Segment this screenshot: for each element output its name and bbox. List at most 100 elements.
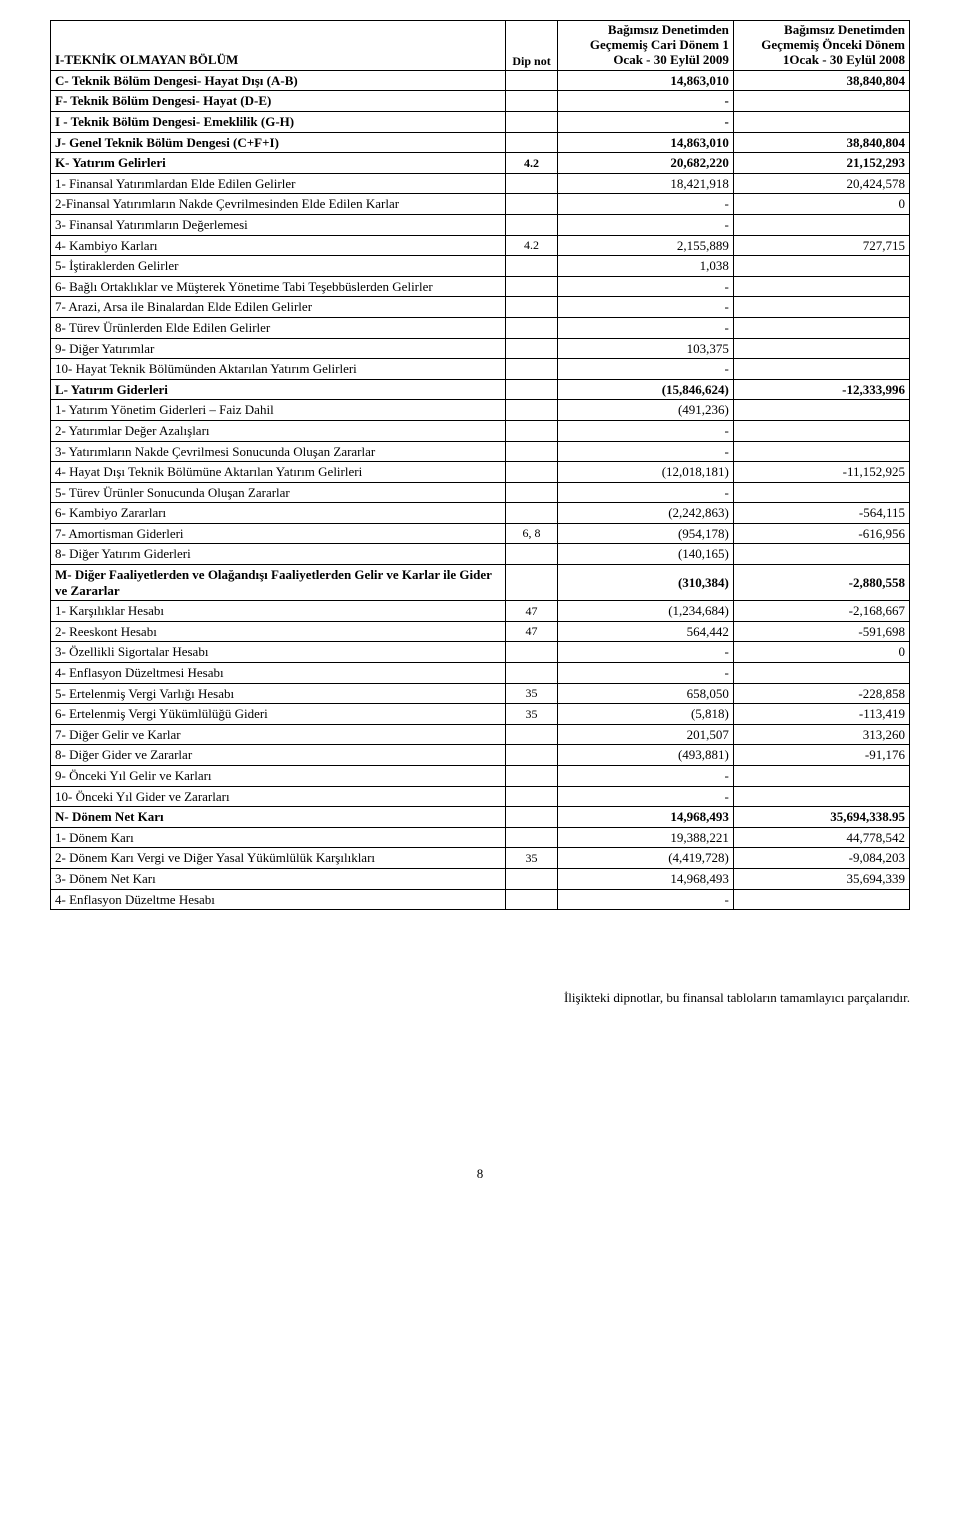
- row-prior: 727,715: [733, 235, 909, 256]
- row-prior: -564,115: [733, 503, 909, 524]
- row-current: -: [557, 297, 733, 318]
- row-prior: 313,260: [733, 724, 909, 745]
- row-label: 7- Diğer Gelir ve Karlar: [51, 724, 506, 745]
- row-label: 5- İştiraklerden Gelirler: [51, 256, 506, 277]
- row-label: M- Diğer Faaliyetlerden ve Olağandışı Fa…: [51, 565, 506, 601]
- table-row: 2-Finansal Yatırımların Nakde Çevrilmesi…: [51, 194, 910, 215]
- header-period-prior: Bağımsız Denetimden Geçmemiş Önceki Döne…: [733, 21, 909, 71]
- row-prior: [733, 441, 909, 462]
- row-current: (15,846,624): [557, 379, 733, 400]
- row-current: 14,863,010: [557, 132, 733, 153]
- table-row: 7- Amortisman Giderleri6, 8(954,178)-616…: [51, 523, 910, 544]
- table-row: 8- Türev Ürünlerden Elde Edilen Gelirler…: [51, 317, 910, 338]
- row-label: 9- Önceki Yıl Gelir ve Karları: [51, 766, 506, 787]
- row-label: N- Dönem Net Karı: [51, 807, 506, 828]
- row-current: (140,165): [557, 544, 733, 565]
- row-dipnot: [506, 745, 558, 766]
- row-dipnot: 6, 8: [506, 523, 558, 544]
- row-dipnot: [506, 338, 558, 359]
- row-current: 1,038: [557, 256, 733, 277]
- table-row: 8- Diğer Gider ve Zararlar(493,881)-91,1…: [51, 745, 910, 766]
- footnote-text: İlişikteki dipnotlar, bu finansal tablol…: [50, 990, 910, 1006]
- row-prior: -113,419: [733, 704, 909, 725]
- row-prior: 44,778,542: [733, 827, 909, 848]
- row-label: 3- Yatırımların Nakde Çevrilmesi Sonucun…: [51, 441, 506, 462]
- row-current: -: [557, 889, 733, 910]
- row-prior: -616,956: [733, 523, 909, 544]
- table-row: 4- Kambiyo Karları4.22,155,889727,715: [51, 235, 910, 256]
- row-label: 2- Reeskont Hesabı: [51, 621, 506, 642]
- row-prior: 35,694,339: [733, 868, 909, 889]
- row-label: J- Genel Teknik Bölüm Dengesi (C+F+I): [51, 132, 506, 153]
- row-dipnot: [506, 256, 558, 277]
- table-row: 4- Hayat Dışı Teknik Bölümüne Aktarılan …: [51, 462, 910, 483]
- row-current: -: [557, 317, 733, 338]
- table-row: 5- Türev Ürünler Sonucunda Oluşan Zararl…: [51, 482, 910, 503]
- row-current: 18,421,918: [557, 173, 733, 194]
- table-row: I - Teknik Bölüm Dengesi- Emeklilik (G-H…: [51, 112, 910, 133]
- row-label: 7- Arazi, Arsa ile Binalardan Elde Edile…: [51, 297, 506, 318]
- row-current: 14,863,010: [557, 70, 733, 91]
- row-prior: 0: [733, 642, 909, 663]
- row-label: 1- Dönem Karı: [51, 827, 506, 848]
- table-row: 1- Dönem Karı19,388,22144,778,542: [51, 827, 910, 848]
- row-label: 1- Karşılıklar Hesabı: [51, 601, 506, 622]
- table-row: 5- Ertelenmiş Vergi Varlığı Hesabı35658,…: [51, 683, 910, 704]
- row-dipnot: [506, 482, 558, 503]
- row-current: 564,442: [557, 621, 733, 642]
- row-current: -: [557, 194, 733, 215]
- table-row: 10- Hayat Teknik Bölümünden Aktarılan Ya…: [51, 359, 910, 380]
- row-prior: 20,424,578: [733, 173, 909, 194]
- row-current: 201,507: [557, 724, 733, 745]
- row-dipnot: [506, 317, 558, 338]
- row-current: (4,419,728): [557, 848, 733, 869]
- row-prior: [733, 544, 909, 565]
- table-row: L- Yatırım Giderleri(15,846,624)-12,333,…: [51, 379, 910, 400]
- row-current: (491,236): [557, 400, 733, 421]
- row-label: 5- Ertelenmiş Vergi Varlığı Hesabı: [51, 683, 506, 704]
- row-current: (12,018,181): [557, 462, 733, 483]
- row-label: 4- Kambiyo Karları: [51, 235, 506, 256]
- row-prior: -228,858: [733, 683, 909, 704]
- row-dipnot: [506, 214, 558, 235]
- row-current: (5,818): [557, 704, 733, 725]
- table-row: 5- İştiraklerden Gelirler 1,038: [51, 256, 910, 277]
- table-row: 4- Enflasyon Düzeltme Hesabı-: [51, 889, 910, 910]
- row-dipnot: [506, 868, 558, 889]
- table-row: 1- Karşılıklar Hesabı47(1,234,684)-2,168…: [51, 601, 910, 622]
- row-dipnot: [506, 889, 558, 910]
- row-dipnot: [506, 724, 558, 745]
- row-dipnot: [506, 420, 558, 441]
- table-row: M- Diğer Faaliyetlerden ve Olağandışı Fa…: [51, 565, 910, 601]
- row-prior: [733, 420, 909, 441]
- table-body: C- Teknik Bölüm Dengesi- Hayat Dışı (A-B…: [51, 70, 910, 909]
- row-dipnot: 35: [506, 704, 558, 725]
- row-prior: [733, 663, 909, 684]
- row-dipnot: [506, 70, 558, 91]
- row-label: 2- Dönem Karı Vergi ve Diğer Yasal Yüküm…: [51, 848, 506, 869]
- page-number: 8: [50, 1166, 910, 1182]
- row-current: -: [557, 359, 733, 380]
- row-dipnot: [506, 786, 558, 807]
- row-dipnot: [506, 91, 558, 112]
- row-label: I - Teknik Bölüm Dengesi- Emeklilik (G-H…: [51, 112, 506, 133]
- row-label: 2-Finansal Yatırımların Nakde Çevrilmesi…: [51, 194, 506, 215]
- table-row: 10- Önceki Yıl Gider ve Zararları-: [51, 786, 910, 807]
- row-dipnot: [506, 807, 558, 828]
- row-current: (493,881): [557, 745, 733, 766]
- row-prior: [733, 889, 909, 910]
- row-label: 3- Dönem Net Karı: [51, 868, 506, 889]
- row-current: -: [557, 276, 733, 297]
- row-current: -: [557, 214, 733, 235]
- header-section-title: I-TEKNİK OLMAYAN BÖLÜM: [51, 21, 506, 71]
- row-label: L- Yatırım Giderleri: [51, 379, 506, 400]
- row-dipnot: [506, 766, 558, 787]
- row-current: 2,155,889: [557, 235, 733, 256]
- row-dipnot: 4.2: [506, 153, 558, 174]
- row-prior: [733, 338, 909, 359]
- row-dipnot: [506, 276, 558, 297]
- table-row: 2- Dönem Karı Vergi ve Diğer Yasal Yüküm…: [51, 848, 910, 869]
- table-row: 7- Diğer Gelir ve Karlar 201,507313,260: [51, 724, 910, 745]
- table-row: 6- Bağlı Ortaklıklar ve Müşterek Yönetim…: [51, 276, 910, 297]
- row-dipnot: [506, 194, 558, 215]
